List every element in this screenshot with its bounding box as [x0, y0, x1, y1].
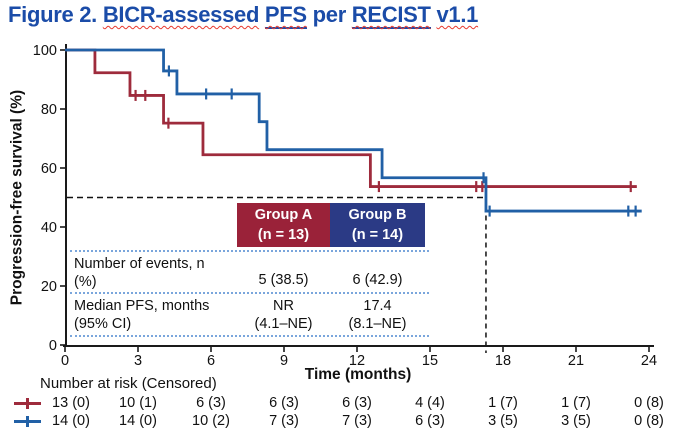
group-a-n: (n = 13) — [257, 227, 310, 243]
row-label-events: Number of events, n (%) — [74, 256, 205, 290]
title-word-flagged: BICR-assessed — [102, 2, 260, 27]
x-tick-label: 6 — [207, 353, 215, 369]
risk-value-group-a-m3: 10 (1) — [119, 395, 157, 411]
risk-value-group-a-m9: 6 (3) — [269, 395, 299, 411]
risk-value-group-a-m15: 4 (4) — [415, 395, 445, 411]
y-tick-label: 20 — [41, 279, 57, 295]
row-label-median-pfs: Median PFS, months (95% CI) — [74, 298, 210, 332]
x-tick-label: 12 — [349, 353, 365, 369]
km-curve-group-a — [65, 48, 637, 188]
title-word-flagged: RECIST — [351, 2, 431, 29]
table-separator — [70, 292, 429, 294]
y-tick-label: 0 — [49, 338, 57, 354]
median-pfs-group-b: 17.4 (8.1–NE) — [348, 298, 407, 332]
risk-value-group-b-m9: 7 (3) — [269, 413, 299, 429]
x-tick-label: 0 — [61, 353, 69, 369]
risk-marker-censor-tick — [26, 416, 29, 427]
table-separator — [70, 335, 429, 337]
risk-marker-censor-tick — [26, 398, 29, 409]
title-text: per — [306, 2, 352, 27]
title-word-flagged: v1.1 — [436, 2, 479, 27]
risk-value-group-a-m21: 1 (7) — [561, 395, 591, 411]
x-tick-label: 24 — [641, 353, 657, 369]
table-separator — [70, 250, 429, 252]
risk-value-group-b-m3: 14 (0) — [119, 413, 157, 429]
x-axis-title: Time (months) — [304, 366, 412, 383]
risk-value-group-b-m15: 6 (3) — [415, 413, 445, 429]
figure-title: Figure 2. BICR-assessed PFS per RECIST v… — [8, 2, 479, 29]
risk-value-group-b-m18: 3 (5) — [488, 413, 518, 429]
events-group-a: 5 (38.5) — [258, 272, 309, 288]
y-tick-label: 80 — [41, 102, 57, 118]
risk-value-group-a-m6: 6 (3) — [196, 395, 226, 411]
y-tick-label: 60 — [41, 161, 57, 177]
group-b-header: Group B (n = 14) — [330, 203, 425, 247]
title-word-flagged: PFS — [264, 2, 307, 29]
number-at-risk-heading: Number at risk (Censored) — [40, 375, 217, 392]
median-pfs-group-a: NR (4.1–NE) — [254, 298, 313, 332]
x-tick-label: 15 — [422, 353, 438, 369]
title-text: Figure 2. — [8, 2, 103, 27]
risk-value-group-b-m6: 10 (2) — [192, 413, 230, 429]
risk-value-group-b-m0: 14 (0) — [52, 413, 90, 429]
risk-value-group-a-m12: 6 (3) — [342, 395, 372, 411]
x-tick-label: 18 — [495, 353, 511, 369]
group-a-name: Group A — [254, 207, 313, 223]
group-b-n: (n = 14) — [351, 227, 404, 243]
risk-value-group-b-m21: 3 (5) — [561, 413, 591, 429]
y-tick-label: 100 — [33, 43, 57, 59]
risk-value-group-a-m0: 13 (0) — [52, 395, 90, 411]
group-a-header: Group A (n = 13) — [237, 203, 330, 247]
risk-value-group-b-m24: 0 (8) — [634, 413, 664, 429]
risk-value-group-a-m18: 1 (7) — [488, 395, 518, 411]
events-group-b: 6 (42.9) — [352, 272, 403, 288]
y-axis-title: Progression-free survival (%) — [8, 89, 26, 306]
x-tick-label: 21 — [568, 353, 584, 369]
y-tick-label: 40 — [41, 220, 57, 236]
x-tick-label: 9 — [280, 353, 288, 369]
risk-value-group-a-m24: 0 (8) — [634, 395, 664, 411]
risk-value-group-b-m12: 7 (3) — [342, 413, 372, 429]
x-tick-label: 3 — [134, 353, 142, 369]
group-b-name: Group B — [348, 207, 407, 223]
km-curve-group-b — [65, 48, 642, 213]
risk-row-marker-group-a — [14, 398, 41, 409]
risk-row-marker-group-b — [14, 416, 41, 427]
